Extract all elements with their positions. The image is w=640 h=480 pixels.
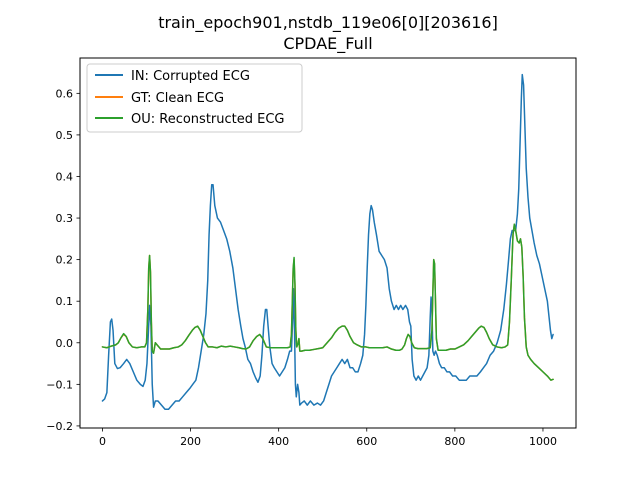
legend-label-ou: OU: Reconstructed ECG (131, 112, 285, 127)
series-line-ou-reconstructed-ecg (101, 223, 554, 381)
x-tick-label: 200 (180, 435, 201, 448)
x-tick-label: 800 (444, 435, 465, 448)
y-tick-label: 0.5 (56, 129, 74, 142)
legend: IN: Corrupted ECG GT: Clean ECG OU: Reco… (86, 63, 303, 133)
chart-title-line-2: CPDAE_Full (283, 34, 372, 54)
legend-label-in: IN: Corrupted ECG (131, 69, 250, 84)
y-tick-label: 0.2 (56, 254, 74, 267)
y-tick-label: 0.4 (56, 170, 74, 183)
x-tick-label: 0 (99, 435, 106, 448)
chart-title-line-1: train_epoch901,nstdb_119e06[0][203616] (158, 13, 498, 33)
x-axis: 0 200 400 600 800 1000 (99, 428, 557, 448)
x-tick-label: 1000 (529, 435, 557, 448)
x-tick-label: 400 (268, 435, 289, 448)
y-tick-label: 0.6 (56, 87, 74, 100)
y-tick-label: 0.0 (56, 337, 74, 350)
series-line-in-corrupted-ecg (101, 73, 554, 411)
x-tick-label: 600 (356, 435, 377, 448)
y-tick-label: 0.1 (56, 295, 74, 308)
plot-frame (79, 57, 577, 429)
legend-box (86, 63, 303, 133)
legend-label-gt: GT: Clean ECG (131, 91, 224, 106)
y-axis: −0.2 −0.1 0.0 0.1 0.2 0.3 0.4 0.5 0.6 (46, 87, 80, 433)
series-layer (101, 73, 554, 411)
y-tick-label: 0.3 (56, 212, 74, 225)
y-tick-label: −0.1 (46, 378, 73, 391)
y-tick-label: −0.2 (46, 420, 73, 433)
